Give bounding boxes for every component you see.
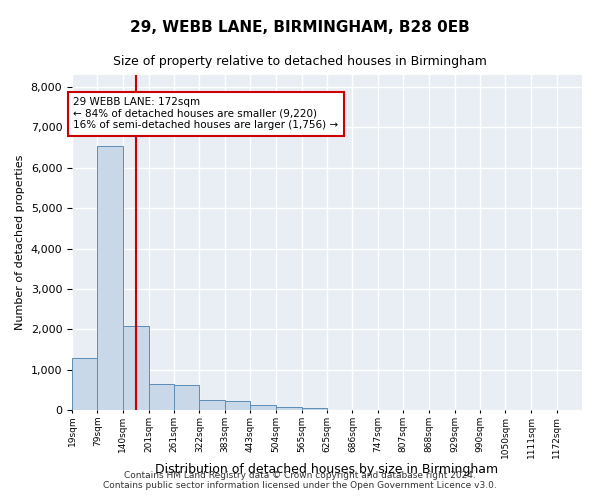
- Text: Contains HM Land Registry data © Crown copyright and database right 2024.
Contai: Contains HM Land Registry data © Crown c…: [103, 470, 497, 490]
- Bar: [225, 402, 250, 410]
- Bar: [276, 407, 302, 410]
- Bar: [149, 384, 174, 410]
- Bar: [199, 400, 225, 410]
- Text: 29 WEBB LANE: 172sqm
← 84% of detached houses are smaller (9,220)
16% of semi-de: 29 WEBB LANE: 172sqm ← 84% of detached h…: [73, 97, 338, 130]
- Y-axis label: Number of detached properties: Number of detached properties: [15, 155, 25, 330]
- Bar: [250, 405, 276, 410]
- Bar: [123, 326, 149, 410]
- Text: 29, WEBB LANE, BIRMINGHAM, B28 0EB: 29, WEBB LANE, BIRMINGHAM, B28 0EB: [130, 20, 470, 35]
- Bar: [174, 384, 199, 410]
- Bar: [302, 408, 327, 410]
- X-axis label: Distribution of detached houses by size in Birmingham: Distribution of detached houses by size …: [155, 463, 499, 476]
- Bar: [97, 146, 123, 410]
- Bar: [72, 358, 97, 410]
- Text: Size of property relative to detached houses in Birmingham: Size of property relative to detached ho…: [113, 55, 487, 68]
